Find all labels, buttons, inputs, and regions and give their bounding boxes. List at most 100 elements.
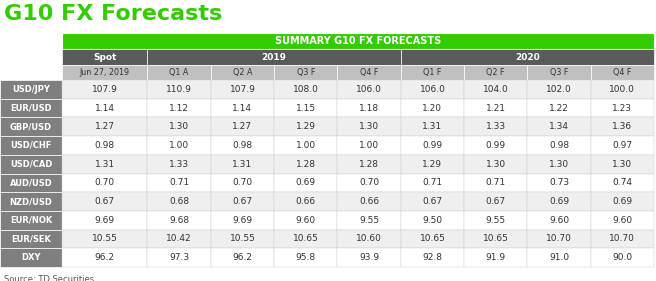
Text: 0.70: 0.70 <box>232 178 253 187</box>
Text: 0.97: 0.97 <box>612 141 632 150</box>
Text: 1.00: 1.00 <box>359 141 379 150</box>
Bar <box>62 65 148 80</box>
Bar <box>148 248 211 267</box>
Bar <box>464 80 527 99</box>
Text: 9.60: 9.60 <box>549 216 569 225</box>
Text: Q2 F: Q2 F <box>487 68 505 77</box>
Text: EUR/NOK: EUR/NOK <box>10 216 52 225</box>
Bar <box>464 65 527 80</box>
Bar <box>211 155 274 173</box>
Bar <box>62 230 148 248</box>
Bar <box>337 155 401 173</box>
Bar <box>401 49 654 65</box>
Text: Q3 F: Q3 F <box>550 68 568 77</box>
Text: 9.69: 9.69 <box>94 216 115 225</box>
Text: 1.15: 1.15 <box>296 104 316 113</box>
Text: 9.60: 9.60 <box>612 216 632 225</box>
Text: Q3 F: Q3 F <box>297 68 315 77</box>
Bar <box>0 173 62 192</box>
Text: 96.2: 96.2 <box>232 253 253 262</box>
Bar <box>62 136 148 155</box>
Bar <box>527 211 590 230</box>
Text: 0.66: 0.66 <box>359 197 379 206</box>
Bar <box>337 117 401 136</box>
Bar <box>148 136 211 155</box>
Text: 97.3: 97.3 <box>169 253 189 262</box>
Text: 1.12: 1.12 <box>169 104 189 113</box>
Bar <box>337 65 401 80</box>
Bar <box>527 80 590 99</box>
Bar <box>590 65 654 80</box>
Bar <box>274 248 337 267</box>
Text: 1.34: 1.34 <box>549 122 569 131</box>
Bar <box>527 192 590 211</box>
Bar <box>0 99 62 117</box>
Text: 1.30: 1.30 <box>549 160 569 169</box>
Text: 0.69: 0.69 <box>612 197 632 206</box>
Bar <box>401 230 464 248</box>
Text: 1.00: 1.00 <box>296 141 316 150</box>
Bar <box>148 192 211 211</box>
Text: Q2 A: Q2 A <box>233 68 252 77</box>
Text: 0.71: 0.71 <box>169 178 189 187</box>
Bar <box>62 33 654 49</box>
Text: 0.70: 0.70 <box>359 178 379 187</box>
Text: 1.28: 1.28 <box>359 160 379 169</box>
Text: 1.30: 1.30 <box>359 122 379 131</box>
Text: 0.67: 0.67 <box>94 197 115 206</box>
Text: 92.8: 92.8 <box>422 253 442 262</box>
Text: 1.21: 1.21 <box>485 104 506 113</box>
Bar <box>401 80 464 99</box>
Bar <box>590 230 654 248</box>
Text: 102.0: 102.0 <box>546 85 572 94</box>
Text: EUR/USD: EUR/USD <box>10 104 52 113</box>
Bar <box>148 99 211 117</box>
Bar <box>274 192 337 211</box>
Text: 91.0: 91.0 <box>549 253 569 262</box>
Text: 107.9: 107.9 <box>230 85 255 94</box>
Bar <box>464 173 527 192</box>
Text: 10.65: 10.65 <box>419 234 445 243</box>
Bar <box>401 136 464 155</box>
Text: 1.29: 1.29 <box>296 122 316 131</box>
Text: 10.70: 10.70 <box>546 234 572 243</box>
Text: 10.70: 10.70 <box>609 234 635 243</box>
Bar <box>148 230 211 248</box>
Text: 9.69: 9.69 <box>232 216 253 225</box>
Bar <box>0 211 62 230</box>
Bar <box>464 211 527 230</box>
Text: 0.69: 0.69 <box>549 197 569 206</box>
Bar <box>337 173 401 192</box>
Text: 10.42: 10.42 <box>167 234 192 243</box>
Bar <box>401 155 464 173</box>
Text: 90.0: 90.0 <box>612 253 632 262</box>
Bar <box>211 192 274 211</box>
Bar <box>211 136 274 155</box>
Bar <box>62 117 148 136</box>
Bar <box>464 117 527 136</box>
Text: 0.98: 0.98 <box>232 141 253 150</box>
Bar <box>274 80 337 99</box>
Bar <box>337 80 401 99</box>
Bar <box>274 155 337 173</box>
Bar <box>590 155 654 173</box>
Text: 1.28: 1.28 <box>296 160 316 169</box>
Bar <box>211 173 274 192</box>
Text: 10.55: 10.55 <box>230 234 255 243</box>
Bar <box>0 230 62 248</box>
Text: 1.31: 1.31 <box>94 160 115 169</box>
Text: 1.22: 1.22 <box>549 104 569 113</box>
Bar <box>274 99 337 117</box>
Text: 96.2: 96.2 <box>94 253 115 262</box>
Text: 1.31: 1.31 <box>232 160 253 169</box>
Bar <box>0 80 62 99</box>
Text: 0.73: 0.73 <box>549 178 569 187</box>
Bar <box>148 155 211 173</box>
Text: Jun 27, 2019: Jun 27, 2019 <box>79 68 130 77</box>
Text: USD/CAD: USD/CAD <box>10 160 52 169</box>
Bar <box>211 248 274 267</box>
Bar <box>274 211 337 230</box>
Bar <box>527 230 590 248</box>
Bar <box>527 65 590 80</box>
Bar <box>590 99 654 117</box>
